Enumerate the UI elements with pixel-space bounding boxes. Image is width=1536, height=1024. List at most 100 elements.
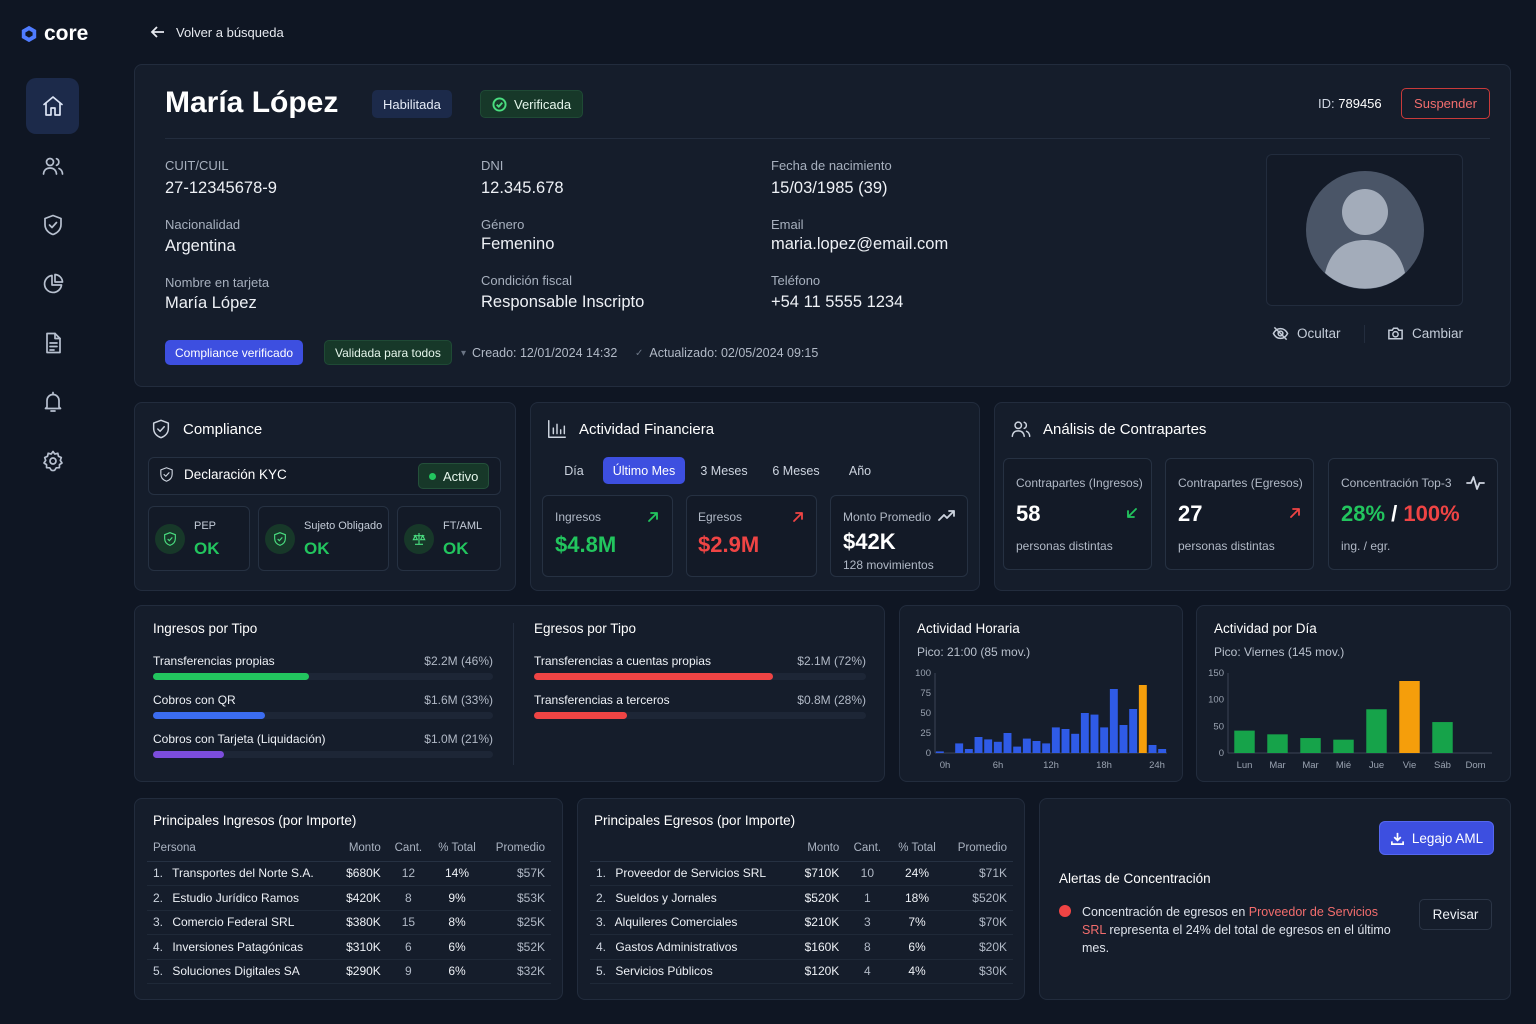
tab-year[interactable]: Año [848, 463, 872, 478]
x-tick-label: 24h [1149, 760, 1165, 771]
count-cell: 9 [386, 959, 430, 984]
type-bar-track [153, 673, 493, 680]
rank: 3. [153, 915, 164, 930]
id-value: 789456 [1338, 96, 1382, 111]
percent-cell: 6% [429, 934, 485, 960]
hide-photo-button[interactable]: Ocultar [1272, 325, 1341, 342]
nav-settings[interactable] [26, 433, 79, 489]
rank: 5. [596, 964, 607, 979]
aml-file-button[interactable]: Legajo AML [1380, 822, 1493, 854]
table-row[interactable]: 3. Alquileres Comerciales $210K 3 7% $70K [590, 910, 1013, 935]
status-badge: Habilitada [372, 90, 452, 118]
daily-chart-title: Actividad por Día [1214, 621, 1317, 636]
nav-notifications[interactable] [26, 374, 79, 430]
birth-label: Fecha de nacimiento [771, 158, 892, 173]
chart-bar [984, 739, 993, 753]
tab-day[interactable]: Día [564, 463, 584, 478]
counterparts-income-value: 58 [1016, 501, 1041, 526]
chart-bar [1432, 722, 1453, 753]
back-link[interactable]: Volver a búsqueda [150, 24, 284, 40]
table-row[interactable]: 2. Sueldos y Jornales $520K 1 18% $520K [590, 885, 1013, 911]
hourly-chart-subtitle: Pico: 21:00 (85 mov.) [917, 645, 1031, 659]
nav-documents[interactable] [26, 315, 79, 371]
alert-counterparty-link[interactable]: Proveedor de Servicios SRL [1082, 905, 1379, 937]
alert-text-post: representa el 24% del total de egresos e… [1082, 923, 1391, 955]
type-bar-track [153, 751, 493, 758]
nav-reports[interactable] [26, 256, 79, 312]
average-cell: $25K [484, 910, 551, 935]
activity-title: Actividad Financiera [546, 418, 714, 440]
check-obligated-value: OK [304, 539, 330, 558]
average-cell: $70K [944, 910, 1013, 935]
kpi-expense-value: $2.9M [698, 532, 760, 557]
core-logo-icon [21, 25, 37, 43]
table-row[interactable]: 4. Inversiones Patagónicas $310K 6 6% $52K [147, 934, 551, 960]
alert-text-pre: Concentración de egresos en [1082, 905, 1249, 919]
shield-check-icon [265, 524, 295, 554]
table-row[interactable]: 4. Gastos Administrativos $160K 8 6% $20K [590, 934, 1013, 960]
nav-compliance[interactable] [26, 197, 79, 253]
tab-6-months[interactable]: 6 Meses [772, 463, 820, 478]
nav-users[interactable] [26, 138, 79, 194]
updated-meta: ✓ Actualizado: 02/05/2024 09:15 [635, 346, 818, 360]
tab-last-month[interactable]: Último Mes [603, 457, 685, 484]
pie-chart-icon [43, 273, 63, 294]
alert-dot [1059, 905, 1071, 917]
brand-name: core [44, 22, 89, 45]
column-header: Promedio [484, 836, 551, 862]
counterparts-title-text: Análisis de Contrapartes [1043, 420, 1207, 438]
type-amount: $1.6M (33%) [424, 693, 493, 707]
table-row[interactable]: 5. Soluciones Digitales SA $290K 9 6% $32K [147, 959, 551, 984]
hourly-chart: 0 25 50 75 100 0h 6h 12h 18h 24h [915, 668, 1167, 771]
avatar [1266, 154, 1463, 306]
amount-cell: $680K [335, 861, 387, 886]
chart-bar [1003, 733, 1012, 753]
percent-cell: 8% [429, 910, 485, 935]
activity-pulse-icon [1466, 476, 1485, 490]
x-tick-label: Jue [1369, 760, 1384, 771]
counterparts-title: Análisis de Contrapartes [1010, 418, 1206, 440]
x-tick-label: 0h [940, 760, 951, 771]
table-row[interactable]: 3. Comercio Federal SRL $380K 15 8% $25K [147, 910, 551, 935]
person-name: Gastos Administrativos [612, 939, 738, 954]
amount-cell: $380K [335, 910, 387, 935]
table-row[interactable]: 5. Servicios Públicos $120K 4 4% $30K [590, 959, 1013, 984]
average-cell: $520K [944, 885, 1013, 911]
table-row[interactable]: 1. Proveedor de Servicios SRL $710K 10 24% $… [590, 861, 1013, 886]
column-header: Monto [335, 836, 387, 862]
type-amount: $2.2M (46%) [424, 654, 493, 668]
rank: 4. [153, 939, 164, 954]
table-row[interactable]: 2. Estudio Jurídico Ramos $420K 8 9% $53K [147, 885, 551, 911]
type-label: Transferencias a cuentas propias [534, 654, 711, 668]
y-tick-label: 100 [1208, 695, 1224, 706]
income-types-title: Ingresos por Tipo [153, 621, 258, 636]
counterparts-expense-sub: personas distintas [1178, 539, 1275, 553]
check-ftaml-label: FT/AML [443, 520, 483, 532]
type-label: Cobros con QR [153, 693, 236, 707]
rank: 3. [596, 915, 607, 930]
chart-bar [964, 749, 973, 753]
count-cell: 8 [845, 934, 890, 960]
type-bar-track [153, 712, 493, 719]
percent-cell: 7% [889, 910, 945, 935]
person-name: Servicios Públicos [612, 964, 713, 979]
review-button[interactable]: Revisar [1419, 899, 1492, 930]
percent-cell: 24% [889, 861, 945, 886]
suspend-button[interactable]: Suspender [1401, 88, 1490, 119]
change-photo-button[interactable]: Cambiar [1387, 325, 1463, 342]
type-amount: $1.0M (21%) [424, 732, 493, 746]
table-row[interactable]: 1. Transportes del Norte S.A. $680K 12 14% $… [147, 861, 551, 886]
nationality-value: Argentina [165, 237, 236, 255]
change-photo-label: Cambiar [1412, 326, 1464, 341]
y-tick-label: 100 [915, 668, 931, 679]
tab-3-months[interactable]: 3 Meses [700, 463, 748, 478]
cuit-value: 27-12345678-9 [165, 179, 277, 197]
profile-name: María López [165, 86, 339, 119]
alert-text: Concentración de egresos en Proveedor de… [1082, 903, 1402, 957]
count-cell: 15 [386, 910, 430, 935]
chart-bar [955, 743, 964, 753]
chart-bar [1071, 733, 1080, 753]
tax-value: Responsable Inscripto [481, 293, 645, 311]
brand-logo[interactable]: core [20, 22, 88, 46]
nav-home[interactable] [26, 78, 79, 134]
